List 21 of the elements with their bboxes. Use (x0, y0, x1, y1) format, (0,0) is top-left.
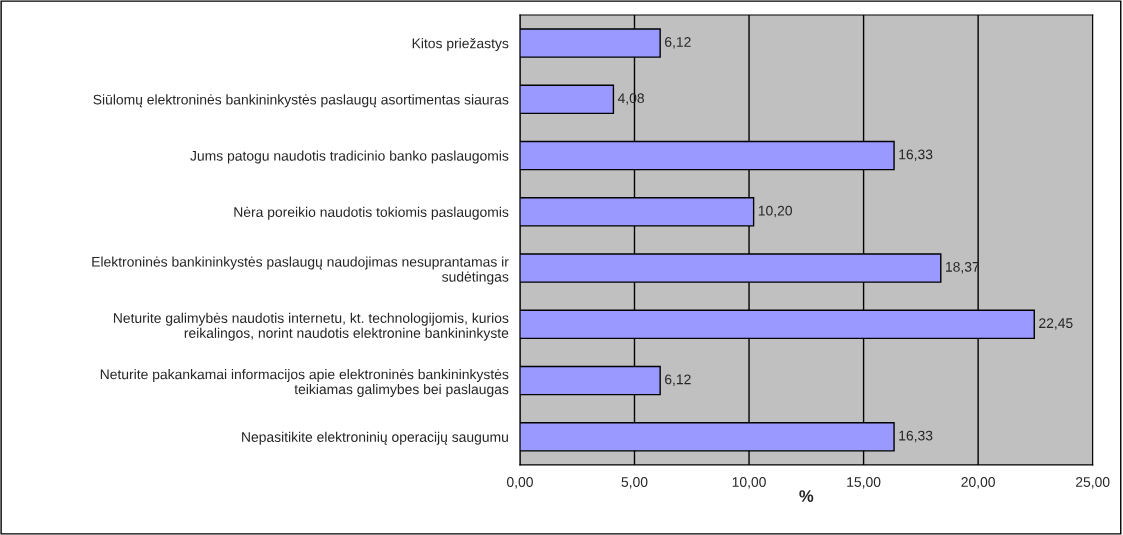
y-tick-label: Neturite galimybės naudotis internetu, kt. technologijomis, kurios reikalingos, norint naudotis elektronine bankininkyste (113, 312, 509, 341)
x-tick-label: 20,00 (961, 477, 995, 489)
x-tick-label: 10,00 (732, 477, 766, 489)
y-tick-label: Neturite pakankamai informacijos apie elektroninės bankininkystės teikiamas galimybes bei paslaugas (100, 369, 509, 397)
data-label: 16,33 (899, 430, 933, 443)
x-tick-label: 5,00 (621, 477, 648, 489)
data-label: 10,20 (758, 205, 792, 218)
y-tick-label: Siūlomų elektroninės bankininkystės paslaugų asortimentas siauras (93, 94, 509, 108)
y-tick-label: Kitos priežastys (412, 38, 509, 52)
data-label: 6,12 (665, 36, 691, 49)
data-label: 6,12 (665, 374, 691, 386)
y-tick-label: Nėra poreikio naudotis tokiomis paslaugomis (234, 206, 509, 220)
y-tick-label: Elektroninės bankininkystės paslaugų naudojimas nesuprantamas ir sudėtingas (92, 256, 509, 285)
x-tick-label: 0,00 (506, 477, 533, 489)
y-tick-label: Nepasitikite elektroninių operacijų saugumu (242, 431, 508, 445)
x-tick-label: 25,00 (1076, 477, 1110, 489)
y-tick-label: Jums patogu naudotis tradicinio banko paslaugomis (190, 150, 509, 164)
data-label: 16,33 (899, 149, 933, 161)
x-tick-label: 15,00 (847, 477, 881, 489)
x-axis-title: % (799, 490, 814, 502)
data-label: 22,45 (1039, 318, 1073, 330)
